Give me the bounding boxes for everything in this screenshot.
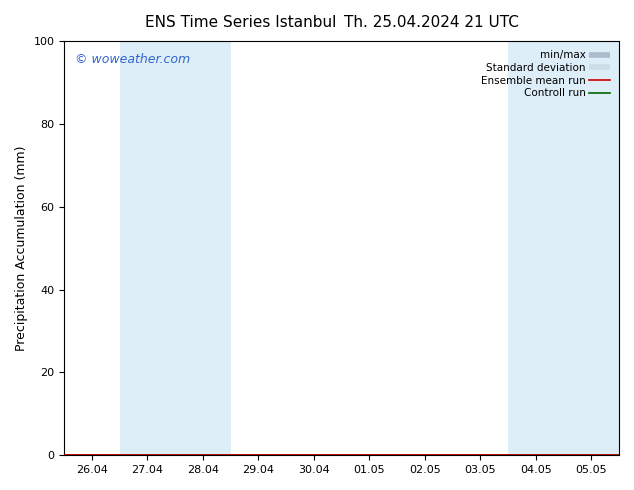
Legend: min/max, Standard deviation, Ensemble mean run, Controll run: min/max, Standard deviation, Ensemble me… (477, 46, 614, 102)
Bar (564, 41, 619, 455)
Text: © woweather.com: © woweather.com (75, 53, 190, 67)
Text: ENS Time Series Istanbul: ENS Time Series Istanbul (145, 15, 337, 30)
Y-axis label: Precipitation Accumulation (mm): Precipitation Accumulation (mm) (15, 146, 28, 351)
Bar (175, 41, 231, 455)
Bar (120, 41, 175, 455)
Bar (508, 41, 564, 455)
Text: Th. 25.04.2024 21 UTC: Th. 25.04.2024 21 UTC (344, 15, 519, 30)
